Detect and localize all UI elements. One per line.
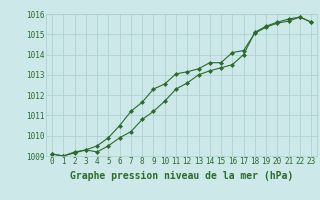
X-axis label: Graphe pression niveau de la mer (hPa): Graphe pression niveau de la mer (hPa)	[70, 171, 293, 181]
